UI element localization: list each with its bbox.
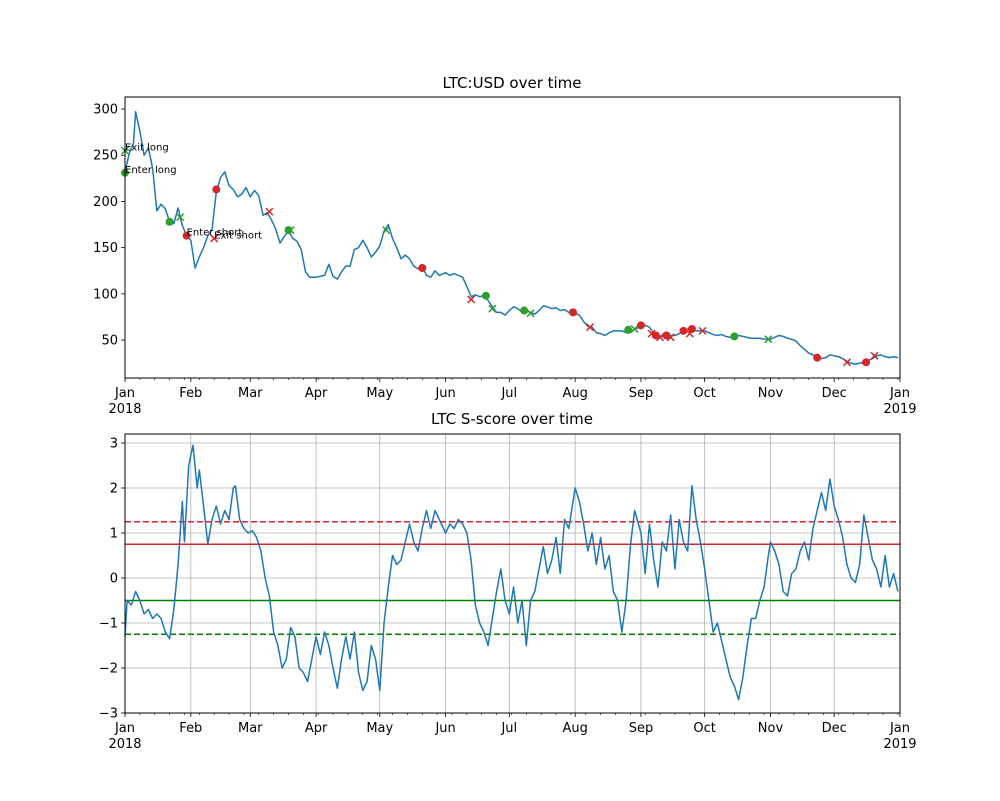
x-tick-label: Jan (114, 721, 135, 736)
signal-marker-x (842, 358, 851, 367)
x-tick-label: Nov (758, 721, 784, 736)
x-tick-year-label: 2019 (883, 402, 916, 417)
signal-marker-x (870, 351, 879, 360)
signal-marker-circle (212, 185, 221, 194)
signal-marker-circle (418, 264, 427, 273)
x-tick-label: Oct (693, 386, 715, 401)
x-tick-label: Aug (562, 721, 587, 736)
x-tick-label: Mar (238, 386, 263, 401)
x-tick-label: Sep (629, 721, 654, 736)
signal-marker-circle (651, 331, 660, 340)
signal-marker-circle (569, 308, 578, 317)
x-tick-label: Aug (562, 386, 587, 401)
signal-marker-x (488, 304, 497, 313)
x-tick-label: Jan (114, 386, 135, 401)
signal-marker-circle (182, 231, 191, 240)
x-tick-label: Dec (822, 721, 847, 736)
x-tick-year-label: 2018 (108, 737, 141, 752)
y-tick-label: 1 (110, 527, 118, 542)
y-tick-label: 150 (93, 241, 118, 256)
signal-marker-circle (165, 217, 174, 226)
x-tick-label: Jul (500, 386, 517, 401)
signal-marker-x (265, 207, 274, 216)
signal-marker-x (467, 295, 476, 304)
y-tick-label: 100 (93, 287, 118, 302)
x-tick-label: Jul (500, 721, 517, 736)
signal-marker-circle (679, 326, 688, 335)
signal-marker-circle (862, 358, 871, 367)
x-tick-label: Oct (693, 721, 715, 736)
signal-marker-x (286, 226, 295, 235)
signal-marker-circle (730, 332, 739, 341)
x-tick-label: May (366, 721, 393, 736)
x-tick-year-label: 2019 (883, 737, 916, 752)
y-tick-label: −3 (99, 707, 118, 722)
x-tick-label: Jan (889, 386, 910, 401)
x-tick-label: Feb (179, 386, 202, 401)
signal-marker-circle (636, 321, 645, 330)
axes-frame (124, 433, 901, 714)
signal-marker-x (382, 226, 391, 235)
series-line-0 (124, 444, 899, 701)
x-tick-label: Jan (889, 721, 910, 736)
price-chart: LTC:USD over time Exit long Enter long Ent… (93, 74, 916, 417)
signal-marker-x (764, 335, 773, 344)
signal-marker-circle (481, 291, 490, 300)
y-tick-label: 300 (93, 103, 118, 118)
signal-marker-circle (284, 226, 293, 235)
x-tick-label: Nov (758, 386, 784, 401)
signal-marker-x (630, 324, 639, 334)
series-line-0 (124, 111, 899, 365)
x-tick-label: Jun (434, 386, 455, 401)
x-tick-label: Apr (305, 386, 328, 401)
x-tick-label: Feb (179, 721, 202, 736)
y-tick-label: −2 (99, 662, 118, 677)
signal-marker-x (698, 326, 707, 335)
y-tick-label: 0 (110, 572, 118, 587)
annotation-label: Exit short (214, 230, 262, 241)
signal-marker-x (585, 323, 595, 332)
x-tick-label: Mar (238, 721, 263, 736)
x-tick-label: Apr (305, 721, 328, 736)
y-tick-label: 250 (93, 149, 118, 164)
signal-marker-circle (624, 325, 633, 334)
x-tick-label: May (366, 386, 393, 401)
annotation-label: Exit long (125, 143, 169, 154)
y-tick-label: 200 (93, 195, 118, 210)
x-tick-label: Sep (629, 386, 654, 401)
signal-marker-x (210, 234, 219, 243)
signal-marker-circle (520, 306, 529, 315)
x-tick-label: Jun (434, 721, 455, 736)
y-tick-label: 2 (110, 482, 118, 497)
y-tick-label: 3 (110, 437, 118, 452)
y-tick-label: 50 (101, 334, 118, 349)
price-chart-title: LTC:USD over time (442, 74, 581, 92)
signal-marker-circle (687, 325, 696, 334)
signal-marker-circle (813, 353, 822, 362)
x-tick-year-label: 2018 (108, 402, 141, 417)
x-tick-label: Dec (822, 386, 847, 401)
sscore-chart-title: LTC S-score over time (431, 410, 593, 428)
signal-marker-x (176, 213, 185, 222)
signal-marker-x (526, 309, 535, 318)
y-tick-label: −1 (99, 617, 118, 632)
signal-marker-x (656, 333, 665, 342)
signal-marker-circle (662, 331, 671, 340)
axes-frame (124, 96, 901, 379)
annotation-label: Enter long (125, 165, 177, 176)
signal-marker-x (666, 333, 675, 342)
annotation-label: Enter short (187, 228, 243, 239)
